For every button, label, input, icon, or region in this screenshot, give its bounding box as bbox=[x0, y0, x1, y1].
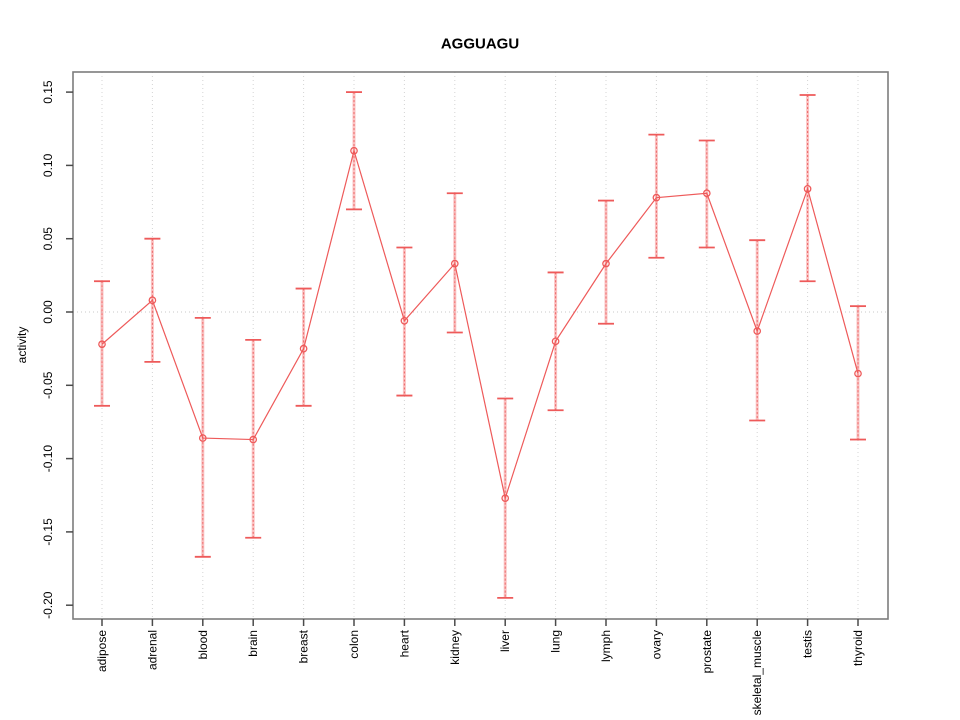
y-tick-label: -0.05 bbox=[41, 371, 55, 399]
data-point-lung bbox=[551, 337, 560, 346]
x-tick-label: adipose bbox=[95, 630, 109, 672]
data-point-adrenal bbox=[148, 296, 157, 305]
y-tick-label: -0.10 bbox=[41, 445, 55, 473]
x-tick-label: adrenal bbox=[145, 630, 159, 670]
data-point-kidney bbox=[450, 259, 459, 268]
data-point-brain bbox=[249, 435, 258, 444]
y-tick-label: 0.05 bbox=[41, 227, 55, 251]
data-point-colon bbox=[350, 146, 358, 155]
data-point-skeletal_muscle bbox=[753, 327, 762, 335]
x-tick-label: kidney bbox=[448, 630, 462, 665]
x-tick-label: prostate bbox=[700, 630, 714, 674]
data-point-thyroid bbox=[854, 369, 862, 378]
data-point-heart bbox=[400, 316, 409, 325]
y-tick-label: 0.10 bbox=[41, 153, 55, 177]
x-tick-label: colon bbox=[347, 630, 361, 659]
data-point-ovary bbox=[652, 193, 661, 202]
y-tick-label: 0.00 bbox=[41, 300, 55, 324]
data-point-blood bbox=[198, 434, 207, 442]
data-point-lymph bbox=[602, 259, 610, 268]
y-tick-label: 0.15 bbox=[41, 80, 55, 104]
data-point-adipose bbox=[98, 340, 106, 349]
data-point-testis bbox=[803, 185, 812, 193]
x-tick-label: lung bbox=[549, 630, 563, 653]
series-line bbox=[101, 148, 859, 501]
x-tick-label: ovary bbox=[649, 630, 663, 659]
x-tick-label: skeletal_muscle bbox=[750, 630, 764, 716]
y-tick-label: -0.15 bbox=[41, 518, 55, 546]
x-tick-label: lymph bbox=[599, 630, 613, 662]
x-tick-label: thyroid bbox=[851, 630, 865, 666]
x-tick-label: testis bbox=[801, 630, 815, 658]
x-tick-label: heart bbox=[397, 629, 411, 657]
x-tick-label: blood bbox=[196, 630, 210, 659]
x-tick-label: liver bbox=[498, 630, 512, 652]
data-point-prostate bbox=[702, 189, 711, 198]
plot-border bbox=[72, 71, 889, 620]
chart-title: AGGUAGU bbox=[440, 35, 520, 53]
x-tick-label: brain bbox=[246, 630, 260, 657]
data-point-breast bbox=[299, 344, 308, 353]
data-point-liver bbox=[501, 494, 510, 503]
x-tick-label: breast bbox=[297, 629, 311, 663]
y-tick-label: -0.20 bbox=[41, 591, 55, 619]
